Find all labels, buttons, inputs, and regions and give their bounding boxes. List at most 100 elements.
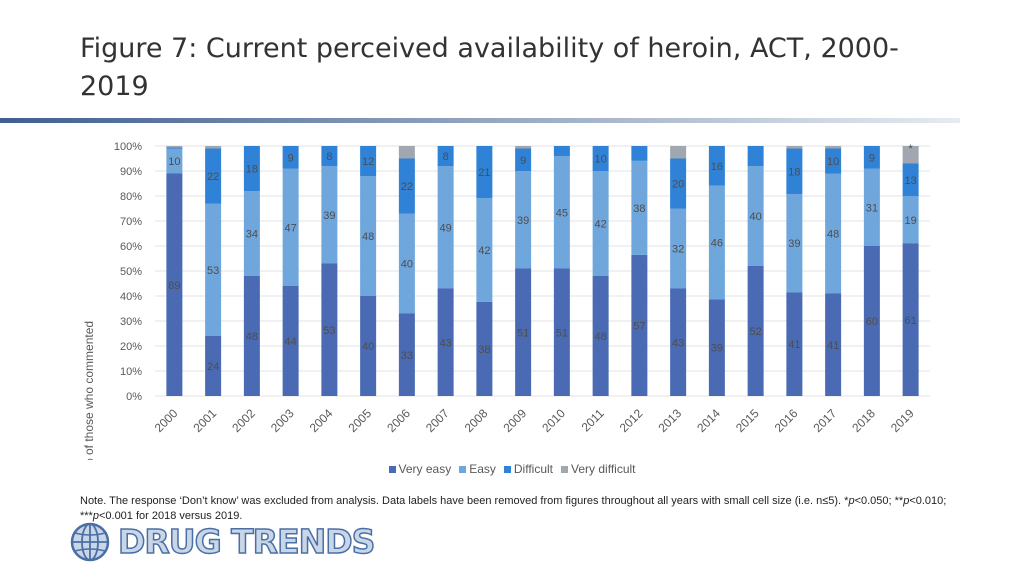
y-tick-label: 10%: [120, 366, 142, 378]
figure-title: Figure 7: Current perceived availability…: [80, 33, 899, 102]
bar-segment: [553, 156, 570, 269]
x-tick-label: 2002: [229, 406, 258, 435]
note-p-symbol-2: p: [903, 495, 910, 507]
bar-segment: [398, 213, 415, 314]
x-tick-label: 2014: [694, 406, 723, 435]
data-label: 39: [323, 210, 335, 222]
x-tick-label: 2001: [190, 406, 219, 435]
data-label: 48: [827, 229, 839, 241]
bar-segment: [360, 296, 377, 396]
data-label: 41: [788, 339, 800, 351]
note-p-symbol-1: p: [848, 495, 855, 507]
data-label: 44: [285, 336, 297, 348]
legend-label: Very easy: [398, 462, 452, 476]
legend-label: Difficult: [513, 462, 554, 476]
bar-segment: [282, 286, 299, 396]
data-label: 34: [246, 229, 258, 241]
data-label: 60: [866, 316, 878, 328]
x-tick-label: 2009: [500, 406, 529, 435]
bar-segment: [398, 146, 415, 159]
globe-icon: [70, 522, 110, 562]
data-label: 32: [672, 244, 684, 256]
legend-label: Easy: [469, 462, 496, 476]
data-label: 40: [401, 259, 413, 271]
bar-segment: [476, 197, 493, 302]
x-tick-label: 2012: [617, 406, 646, 435]
bar-segment: [786, 193, 803, 293]
bar-segment: [205, 336, 222, 396]
bar-segment: [476, 301, 493, 396]
data-label: 47: [285, 222, 297, 234]
data-label: 39: [517, 215, 529, 227]
data-label: 53: [207, 265, 219, 277]
data-label: 20: [672, 179, 684, 191]
bar-segment: [863, 168, 880, 246]
y-tick-label: 60%: [120, 241, 142, 253]
y-tick-label: 40%: [120, 291, 142, 303]
data-label: 46: [711, 238, 723, 250]
bar-segment: [243, 146, 260, 191]
bar-segment: [825, 173, 842, 294]
data-label: 9: [520, 155, 526, 167]
bar-segment: [863, 246, 880, 396]
bar-segment: [243, 276, 260, 396]
bar-segment: [553, 268, 570, 396]
bar-segment: [515, 148, 532, 171]
bar-segment: [902, 243, 919, 396]
bar-segment: [902, 163, 919, 196]
bar-segment: [708, 299, 725, 396]
data-label: 10: [827, 156, 839, 168]
bar-segment: [515, 146, 532, 149]
data-label: 10: [168, 156, 180, 168]
bar-segment: [786, 146, 803, 149]
bar-segment: [437, 146, 454, 166]
data-label: 33: [401, 350, 413, 362]
x-tick-label: 2004: [307, 406, 336, 435]
bar-segment: [360, 146, 377, 176]
data-label: 12: [362, 156, 374, 168]
data-label: 42: [478, 245, 490, 257]
y-tick-label: 0%: [126, 391, 142, 403]
bar-segment: [476, 146, 493, 198]
legend-swatch: [503, 466, 511, 473]
title-divider: [0, 118, 960, 123]
data-label: 10: [595, 154, 607, 166]
bar-segment: [205, 203, 222, 336]
data-label: 48: [595, 331, 607, 343]
bar-segment: [786, 292, 803, 396]
bar-segment: [515, 268, 532, 396]
bar-segment: [437, 288, 454, 396]
data-label: 43: [440, 337, 452, 349]
x-tick-label: 2006: [384, 406, 413, 435]
legend-swatch: [561, 466, 569, 473]
bars: [166, 146, 919, 396]
note-threshold-1: <0.050; **: [854, 495, 904, 507]
data-label: 9: [869, 152, 875, 164]
bar-segment: [670, 288, 687, 396]
bar-segment: [747, 166, 764, 266]
note-threshold-3: <0.001 for 2018 versus 2019.: [98, 510, 243, 522]
bar-segment: [592, 276, 609, 396]
bar-segment: [747, 266, 764, 396]
y-axis-label: % of those who commented: [82, 321, 96, 460]
data-label: 21: [478, 167, 490, 179]
bar-segment: [786, 148, 803, 194]
x-tick-label: 2019: [888, 406, 917, 435]
bar-segment: [825, 148, 842, 174]
data-label: 8: [326, 151, 332, 163]
bar-segment: [902, 146, 919, 164]
y-tick-label: 50%: [120, 266, 142, 278]
data-label: 38: [633, 203, 645, 215]
bar-segment: [631, 160, 648, 255]
x-tick-label: 2018: [849, 406, 878, 435]
figure-note: Note. The response ‘Don’t know’ was excl…: [80, 494, 960, 524]
data-label: 18: [788, 166, 800, 178]
y-tick-label: 80%: [120, 191, 142, 203]
x-tick-label: 2015: [733, 406, 762, 435]
data-label: 16: [711, 161, 723, 173]
data-label: 49: [440, 222, 452, 234]
x-tick-label: 2007: [423, 406, 452, 435]
data-label: 51: [517, 327, 529, 339]
note-text: Note. The response ‘Don’t know’ was excl…: [80, 495, 849, 507]
bar-segment: [166, 173, 183, 396]
